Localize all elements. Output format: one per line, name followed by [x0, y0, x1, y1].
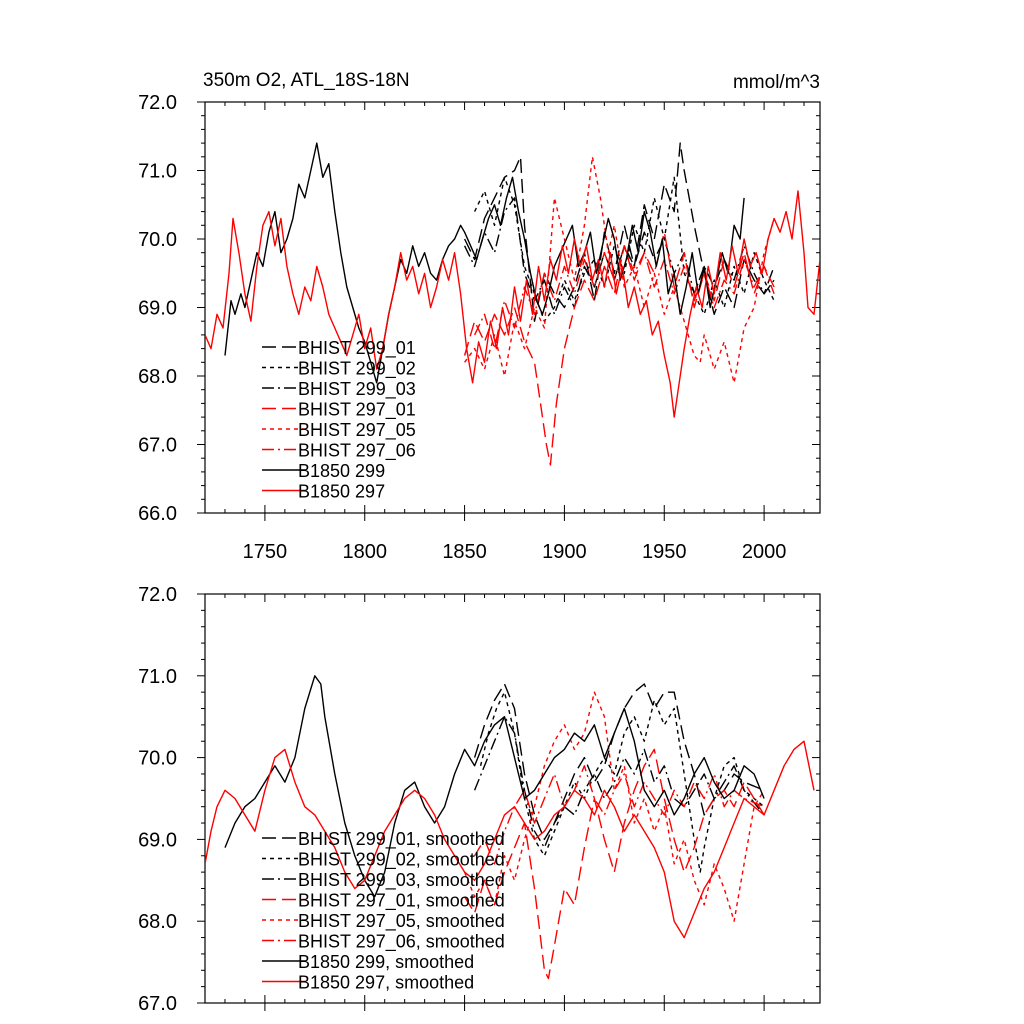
series-line-b1850-297 — [205, 190, 820, 418]
series-line-bhist-297-06-smoothed — [474, 765, 765, 865]
legend-label: BHIST 299_02, smoothed — [298, 850, 505, 871]
legend-label: B1850 299, smoothed — [298, 952, 474, 972]
legend-label: BHIST 299_03, smoothed — [298, 870, 505, 891]
top-panel: 350m O2, ATL_18S-18N mmol/m^3 1750 1800 18… — [138, 70, 821, 563]
x-tick-label: 1950 — [642, 541, 687, 563]
legend-label: BHIST 297_05 — [298, 420, 416, 441]
legend-label: BHIST 299_02 — [298, 359, 416, 380]
units-label: mmol/m^3 — [733, 72, 820, 93]
legend-label: BHIST 297_01, smoothed — [298, 891, 505, 912]
legend-label: BHIST 297_06 — [298, 441, 416, 462]
chart-title: 350m O2, ATL_18S-18N — [203, 70, 410, 91]
x-tick-label: 1750 — [243, 541, 288, 563]
series-line-bhist-299-03-smoothed — [473, 716, 765, 849]
x-tick-label: 1900 — [542, 541, 587, 563]
y-tick-label: 72.0 — [138, 92, 177, 114]
y-tick-label: 72.0 — [138, 584, 177, 606]
y-tick-label: 70.0 — [138, 748, 177, 770]
y-tick-label: 66.0 — [138, 503, 177, 525]
bottom-panel: 67.0 68.0 69.0 70.0 71.0 72.0 BHIST 299_01, sm… — [138, 584, 821, 1015]
series-line-bhist-297-01 — [463, 231, 775, 466]
x-tick-label: 2000 — [742, 541, 787, 563]
legend-label: B1850 297, smoothed — [298, 973, 474, 993]
y-tick-label: 68.0 — [138, 911, 177, 933]
series-line-b1850-297-smoothed — [205, 740, 815, 939]
y-tick-label: 68.0 — [138, 366, 177, 388]
y-tick-label: 69.0 — [138, 298, 177, 320]
series-line-bhist-299-03 — [463, 197, 775, 315]
series-line-b1850-299-smoothed — [224, 675, 765, 898]
series-line-bhist-297-01-smoothed — [464, 748, 765, 980]
legend-label: BHIST 299_03 — [298, 379, 416, 400]
series-line-bhist-299-01-smoothed — [473, 683, 765, 841]
legend-label: BHIST 297_01 — [298, 400, 416, 421]
series-group — [205, 142, 820, 466]
series-line-bhist-297-05-smoothed — [463, 691, 765, 922]
y-tick-label: 67.0 — [138, 993, 177, 1015]
y-tick-label: 71.0 — [138, 161, 177, 183]
series-group — [205, 675, 815, 980]
plot-frame — [204, 593, 821, 1004]
series-line-bhist-299-02-smoothed — [479, 691, 765, 873]
series-line-b1850-299 — [224, 142, 745, 384]
legend-label: BHIST 299_01, smoothed — [298, 829, 505, 850]
legend-label: BHIST 297_06, smoothed — [298, 932, 505, 953]
series-line-bhist-299-02 — [473, 176, 775, 322]
legend-label: BHIST 297_05, smoothed — [298, 911, 505, 932]
legend-label: BHIST 299_01 — [298, 338, 416, 359]
legend-label: B1850 297 — [298, 482, 385, 502]
x-tick-label: 1800 — [342, 541, 387, 563]
legend-label: B1850 299 — [298, 461, 385, 481]
y-tick-label: 70.0 — [138, 229, 177, 251]
series-line-bhist-299-01 — [463, 142, 775, 322]
series-line-bhist-297-06 — [473, 245, 775, 350]
y-tick-label: 69.0 — [138, 829, 177, 851]
y-tick-label: 71.0 — [138, 666, 177, 688]
y-tick-label: 67.0 — [138, 435, 177, 457]
x-tick-label: 1850 — [442, 541, 487, 563]
